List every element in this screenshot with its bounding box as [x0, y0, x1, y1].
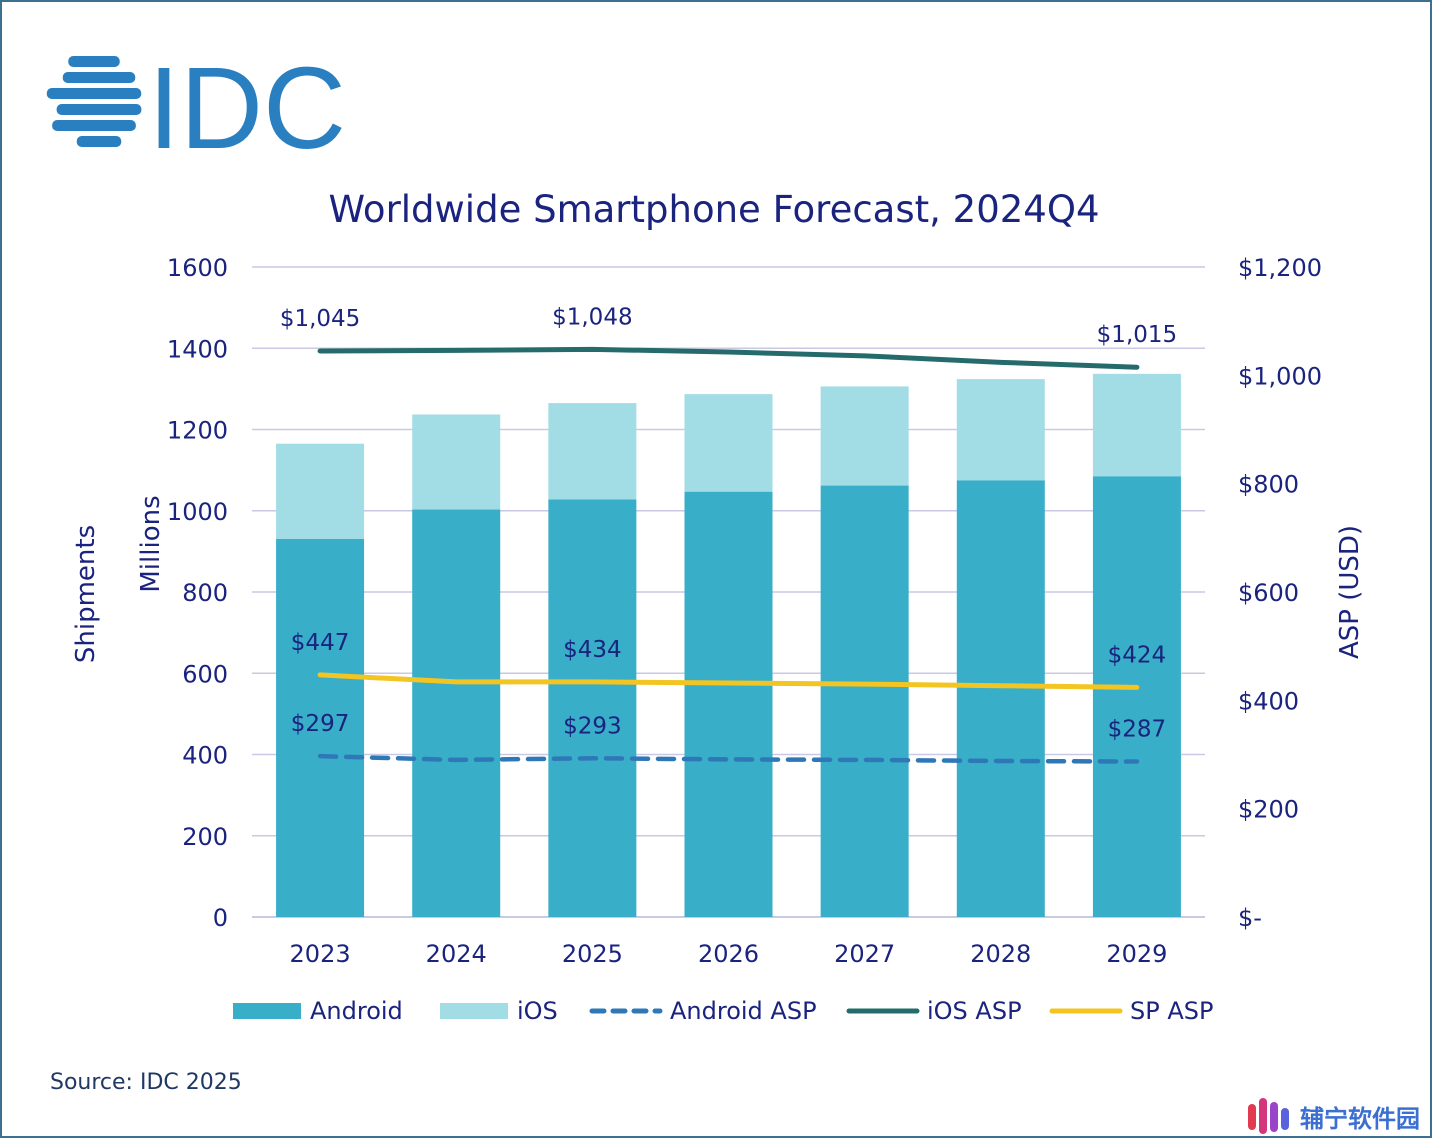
bar-android [956, 480, 1045, 917]
idc-logo-stripe [46, 88, 142, 99]
left-axis-tick-labels: 0 200 400 600 800 1000 1200 1400 1600 [167, 254, 228, 932]
legend-label: iOS [517, 997, 558, 1025]
android-asp-line [317, 753, 1140, 764]
y2-tick-label: $200 [1238, 796, 1299, 824]
bar-android [548, 499, 637, 917]
android-asp-label: $297 [291, 711, 350, 737]
bar-ios [548, 403, 637, 500]
data-labels: $297 $293 $287 $1,045 $1,048 $1,015 $447 $434 $4… [280, 304, 1177, 742]
bar-android [276, 538, 365, 917]
idc-logo: IDC [46, 43, 346, 173]
x-tick-label: 2023 [290, 940, 351, 968]
source-note: Source: IDC 2025 [50, 1070, 242, 1095]
legend: Android iOS Android ASP iOS ASP SP ASP [233, 997, 1213, 1025]
bar-ios [956, 379, 1045, 481]
sp-asp-line [317, 672, 1140, 690]
bar-ios [684, 394, 773, 492]
ios-asp-label: $1,045 [280, 306, 360, 332]
bar-ios [276, 443, 365, 539]
idc-logo-stripe [62, 72, 136, 83]
y-tick-label: 400 [182, 742, 228, 770]
bar-android [412, 509, 501, 917]
legend-swatch [440, 1003, 508, 1019]
ios-asp-line [317, 346, 1140, 370]
android-asp-label: $293 [563, 713, 622, 739]
idc-logo-globe [46, 56, 142, 147]
y-tick-label: 600 [182, 660, 228, 688]
y-axis-title: Shipments [71, 525, 101, 663]
bar-ios [412, 414, 501, 510]
y-tick-label: 0 [213, 904, 228, 932]
y-tick-label: 1400 [167, 335, 228, 363]
y2-axis-title: ASP (USD) [1335, 525, 1365, 659]
right-axis-tick-labels: $- $200 $400 $600 $800 $1,000 $1,200 [1238, 254, 1322, 932]
y2-tick-label: $800 [1238, 471, 1299, 499]
y2-tick-label: $1,200 [1238, 254, 1322, 282]
y-tick-label: 800 [182, 579, 228, 607]
y2-tick-label: $400 [1238, 687, 1299, 715]
x-tick-label: 2028 [970, 940, 1031, 968]
x-tick-label: 2029 [1106, 940, 1167, 968]
bar-android [684, 491, 773, 917]
x-tick-label: 2024 [426, 940, 487, 968]
sp-asp-label: $434 [563, 637, 622, 663]
bar-ios [820, 386, 909, 486]
x-tick-label: 2027 [834, 940, 895, 968]
asp-lines [317, 346, 1140, 764]
watermark-logo-icon [1248, 1098, 1289, 1134]
ios-asp-label: $1,015 [1097, 322, 1177, 348]
sp-asp-label: $424 [1108, 642, 1167, 668]
y-tick-label: 1600 [167, 254, 228, 282]
y2-tick-label: $1,000 [1238, 362, 1322, 390]
y2-tick-label: $600 [1238, 579, 1299, 607]
idc-logo-stripe [56, 104, 142, 115]
y-tick-label: 1000 [167, 498, 228, 526]
y2-tick-label: $- [1238, 904, 1262, 932]
y-axis-units: Millions [136, 495, 166, 592]
legend-label: Android ASP [670, 997, 817, 1025]
legend-label: iOS ASP [927, 997, 1022, 1025]
x-axis-tick-labels: 2023 2024 2025 2026 2027 2028 2029 [290, 940, 1168, 968]
watermark: 辅宁软件园 [1246, 1094, 1420, 1138]
idc-logo-stripe [68, 56, 120, 67]
legend-swatch [233, 1003, 301, 1019]
idc-logo-stripe [76, 136, 122, 147]
ios-asp-label: $1,048 [552, 304, 632, 330]
bar-android [1092, 476, 1181, 917]
idc-logo-text: IDC [148, 43, 346, 173]
sp-asp-label: $447 [291, 630, 350, 656]
x-tick-label: 2026 [698, 940, 759, 968]
x-tick-label: 2025 [562, 940, 623, 968]
chart-title: Worldwide Smartphone Forecast, 2024Q4 [329, 188, 1100, 231]
legend-label: SP ASP [1130, 997, 1213, 1025]
idc-logo-stripe [52, 120, 136, 131]
watermark-text: 辅宁软件园 [1300, 1104, 1420, 1133]
bar-android [820, 485, 909, 917]
android-asp-label: $287 [1108, 717, 1167, 743]
bar-ios [1092, 373, 1181, 477]
bars [276, 373, 1181, 917]
y-tick-label: 1200 [167, 417, 228, 445]
legend-label: Android [310, 997, 403, 1025]
y-tick-label: 200 [182, 823, 228, 851]
